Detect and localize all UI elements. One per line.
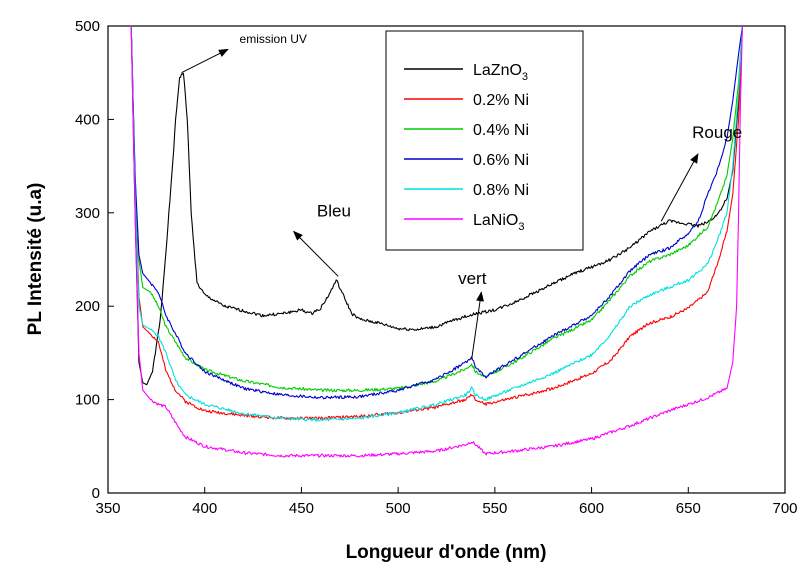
annotation-vert: vert [458,269,487,288]
y-tick-label: 0 [92,485,100,502]
series-line-lanio3 [130,26,743,458]
x-tick-label: 450 [289,500,314,517]
series-line-lazno3 [130,26,743,386]
plot-frame [107,25,786,494]
x-axis-title: Longueur d'onde (nm) [346,542,547,563]
ticks-layer: 350 400 450 500 550 600 650 700 0 100 200 300 400 500 [75,18,798,517]
legend-label: 0.6% Ni [473,152,529,169]
y-axis-title: PL Intensité (u.a) [25,183,46,336]
x-tick-label: 550 [482,500,507,517]
x-tick-label: 350 [95,500,120,517]
y-tick-label: 300 [75,205,100,222]
annotation-bleu: Bleu [317,202,351,221]
annotation-emission-uv: emission UV [240,32,307,46]
annotation-rouge: Rouge [692,123,742,142]
series-line-0-6-ni [130,26,743,400]
legend-label: 0.4% Ni [473,122,529,139]
x-tick-label: 400 [192,500,217,517]
x-tick-label: 650 [676,500,701,517]
x-tick-label: 600 [579,500,604,517]
legend-box [385,30,584,251]
series-layer [130,26,743,458]
series-line-0-2-ni [130,26,743,421]
legend-label: LaNiO3 [473,212,524,233]
x-tick-label: 500 [386,500,411,517]
series-line-0-4-ni [130,26,743,393]
y-tick-label: 500 [75,18,100,35]
y-tick-label: 200 [75,298,100,315]
legend-label: 0.8% Ni [473,182,529,199]
annotation-arrow-bleu [292,230,339,277]
annotations-layer: emission UV Bleu vert Rouge [181,32,742,360]
y-tick-label: 100 [75,392,100,409]
legend-label: 0.2% Ni [473,92,529,109]
annotation-arrow-vert [471,291,484,360]
legend: LaZnO3 0.2% Ni 0.4% Ni 0.6% Ni 0.8% Ni LaNiO3 [385,30,584,251]
annotation-arrow-emission-uv [181,48,229,74]
legend-label: LaZnO3 [473,62,528,83]
series-line-0-8-ni [130,26,743,422]
x-tick-label: 700 [772,500,797,517]
y-tick-label: 400 [75,111,100,128]
annotation-arrow-rouge [660,153,699,222]
